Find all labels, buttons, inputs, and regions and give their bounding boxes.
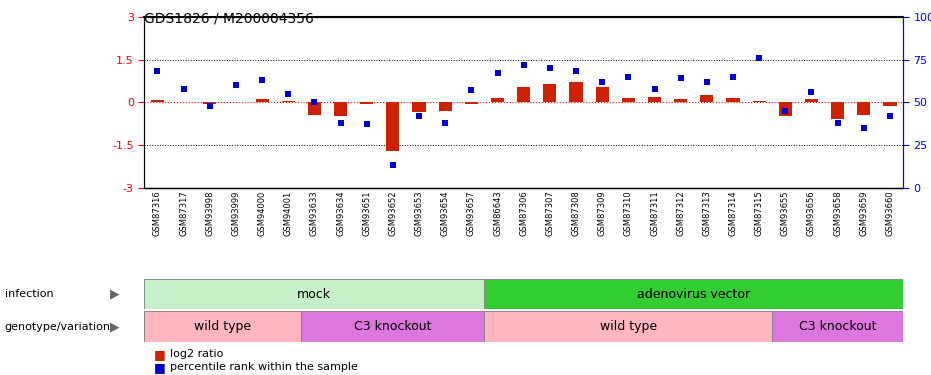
Bar (282, 101, 295, 102)
Bar (484, 311, 772, 342)
Text: wild type: wild type (195, 320, 251, 333)
Bar (386, 102, 399, 150)
Bar (857, 102, 870, 115)
Bar (779, 102, 792, 116)
Text: adenovirus vector: adenovirus vector (637, 288, 750, 300)
Text: ■: ■ (154, 361, 166, 374)
Bar (772, 311, 903, 342)
Bar (255, 99, 268, 102)
Text: C3 knockout: C3 knockout (799, 320, 876, 333)
Bar (831, 102, 844, 119)
Bar (203, 102, 216, 104)
Bar (439, 102, 452, 111)
Text: ■: ■ (154, 348, 166, 361)
Bar (674, 99, 687, 102)
Bar (700, 95, 713, 102)
Bar (517, 87, 531, 102)
Bar (622, 98, 635, 102)
Text: genotype/variation: genotype/variation (5, 322, 111, 332)
Bar (726, 98, 739, 102)
Bar (151, 100, 164, 102)
Text: GDS1826 / M200004356: GDS1826 / M200004356 (144, 11, 314, 25)
Bar (752, 101, 765, 102)
Text: C3 knockout: C3 knockout (354, 320, 432, 333)
Text: wild type: wild type (600, 320, 657, 333)
Bar (334, 102, 347, 116)
Bar (648, 96, 661, 102)
Bar (308, 102, 321, 115)
Bar (484, 279, 903, 309)
Bar (144, 279, 484, 309)
Bar (544, 84, 557, 102)
Bar (884, 102, 897, 106)
Bar (412, 102, 425, 112)
Bar (465, 102, 478, 104)
Bar (360, 102, 373, 104)
Bar (596, 87, 609, 102)
Text: ▶: ▶ (110, 320, 119, 333)
Text: infection: infection (5, 289, 53, 299)
Bar (302, 311, 484, 342)
Bar (570, 82, 583, 102)
Bar (491, 98, 504, 102)
Text: ▶: ▶ (110, 288, 119, 300)
Bar (805, 99, 818, 102)
Bar (144, 311, 302, 342)
Text: percentile rank within the sample: percentile rank within the sample (170, 363, 358, 372)
Text: mock: mock (297, 288, 331, 300)
Text: log2 ratio: log2 ratio (170, 350, 223, 359)
